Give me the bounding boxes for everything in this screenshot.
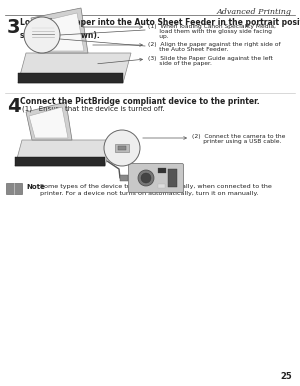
Text: the Auto Sheet Feeder.: the Auto Sheet Feeder. bbox=[148, 47, 228, 52]
Text: (1)  When loading Canon Speciality Media,: (1) When loading Canon Speciality Media, bbox=[148, 24, 276, 29]
Polygon shape bbox=[18, 73, 123, 83]
Text: Advanced Printing: Advanced Printing bbox=[217, 8, 292, 16]
Polygon shape bbox=[26, 102, 72, 140]
Bar bbox=[168, 169, 177, 187]
Text: load them with the glossy side facing: load them with the glossy side facing bbox=[148, 29, 272, 34]
Polygon shape bbox=[31, 8, 88, 53]
Text: 25: 25 bbox=[280, 372, 292, 381]
Text: Connect the PictBridge compliant device to the printer.: Connect the PictBridge compliant device … bbox=[20, 97, 260, 106]
Bar bbox=[158, 168, 166, 173]
Text: printer using a USB cable.: printer using a USB cable. bbox=[192, 139, 281, 144]
Polygon shape bbox=[15, 157, 105, 166]
Text: up.: up. bbox=[148, 34, 169, 39]
Text: (2)  Align the paper against the right side of: (2) Align the paper against the right si… bbox=[148, 42, 280, 47]
Text: Load 4″×6″ paper into the Auto Sheet Feeder in the portrait position (short
side: Load 4″×6″ paper into the Auto Sheet Fee… bbox=[20, 18, 300, 39]
Text: Note: Note bbox=[26, 184, 45, 190]
Bar bbox=[120, 175, 128, 181]
Text: Some types of the device turn on automatically, when connected to the
printer. F: Some types of the device turn on automat… bbox=[40, 184, 272, 196]
Bar bbox=[118, 146, 126, 150]
Circle shape bbox=[141, 173, 151, 183]
Text: (3)  Slide the Paper Guide against the left: (3) Slide the Paper Guide against the le… bbox=[148, 56, 273, 61]
Bar bbox=[115, 144, 129, 152]
Circle shape bbox=[138, 170, 154, 186]
Polygon shape bbox=[15, 140, 112, 166]
Text: (1)   Ensure that the device is turned off.: (1) Ensure that the device is turned off… bbox=[22, 106, 165, 112]
FancyBboxPatch shape bbox=[128, 164, 184, 193]
Text: (2)  Connect the camera to the: (2) Connect the camera to the bbox=[192, 134, 285, 139]
Polygon shape bbox=[35, 13, 84, 51]
Bar bbox=[6, 183, 22, 194]
Circle shape bbox=[104, 130, 140, 166]
Text: 4: 4 bbox=[7, 97, 21, 116]
Circle shape bbox=[24, 17, 60, 53]
Polygon shape bbox=[18, 53, 131, 83]
Bar bbox=[158, 184, 165, 188]
Text: 3: 3 bbox=[7, 18, 20, 37]
Polygon shape bbox=[29, 107, 68, 138]
Text: side of the paper.: side of the paper. bbox=[148, 61, 212, 66]
